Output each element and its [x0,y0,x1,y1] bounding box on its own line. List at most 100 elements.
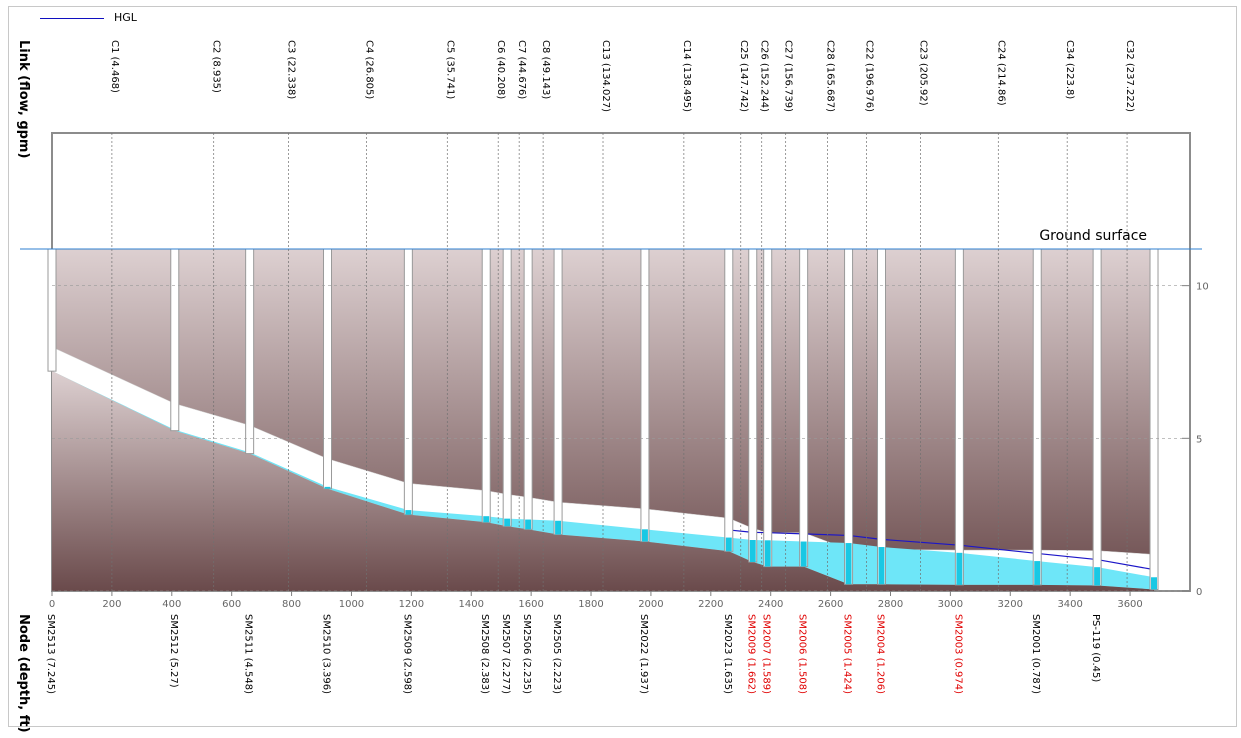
manhole [748,248,758,563]
manhole-water [749,540,756,562]
link-label: C8 (49.143) [540,40,551,99]
x-tick-label: 2400 [758,599,783,610]
link-label: C26 (152.244) [759,40,770,112]
node-label: SM2513 (7.245) [45,614,56,694]
manhole-water [1034,561,1041,585]
x-tick-label: 0 [49,599,55,610]
manhole-water [800,541,807,567]
manhole [1032,248,1042,586]
manhole-water [1094,567,1101,586]
node-label: SM2001 (0.787) [1030,614,1041,694]
manhole [1149,248,1159,590]
link-label: C22 (196.976) [864,40,875,112]
node-label: SM2023 (1.635) [722,614,733,694]
manhole [640,248,650,543]
manhole-water [764,540,771,567]
node-label: SM2509 (2.598) [401,614,412,694]
node-label: SM2003 (0.974) [952,614,963,694]
x-tick-label: 1800 [578,599,603,610]
manhole-water [1151,577,1158,590]
x-tick-label: 1000 [339,599,364,610]
manhole [481,248,491,523]
y-tick-label: 0 [1196,587,1202,598]
hgl-line [728,529,1155,571]
x-tick-label: 400 [162,599,181,610]
x-tick-label: 2000 [638,599,663,610]
manhole [502,248,512,527]
link-label: C27 (156.739) [783,40,794,112]
manhole [47,248,57,372]
link-label: C13 (134.027) [600,40,611,112]
node-label: SM2507 (2.277) [500,614,511,694]
link-label: C34 (223.8) [1064,40,1075,99]
x-tick-label: 1200 [399,599,424,610]
link-label: C1 (4.468) [109,40,120,93]
manhole [799,248,809,568]
node-label: SM2510 (3.396) [321,614,332,694]
link-axis-title: Link (flow, gpm) [16,40,31,158]
link-label: C7 (44.676) [516,40,527,99]
manhole [877,248,887,585]
manhole-water [525,519,532,530]
manhole [523,248,533,530]
hgl-legend-label: HGL [114,11,137,24]
manhole [763,248,773,568]
manhole [170,248,180,432]
link-label: C32 (237.222) [1124,40,1135,112]
x-tick-label: 1400 [459,599,484,610]
node-label: PS-119 (0.45) [1090,614,1101,682]
x-tick-label: 3200 [998,599,1023,610]
manhole-water [845,543,852,585]
manhole-water [641,529,648,542]
node-label: SM2022 (1.937) [638,614,649,694]
manhole [553,248,563,536]
y-tick-label: 10 [1196,282,1209,293]
x-tick-label: 2200 [698,599,723,610]
x-tick-label: 800 [282,599,301,610]
node-axis-title: Node (depth, ft) [16,614,31,733]
node-label: SM2505 (2.223) [551,614,562,694]
link-label: C25 (147.742) [738,40,749,112]
link-label: C24 (214.86) [995,40,1006,106]
link-label: C5 (35.741) [444,40,455,99]
x-tick-label: 600 [222,599,241,610]
y-tick-label: 5 [1196,434,1202,445]
manhole [323,248,333,490]
ground-surface-label: Ground surface [1039,228,1147,244]
manhole-water [483,516,490,523]
node-label: SM2508 (2.383) [479,614,490,694]
ground-below-invert [52,371,1155,591]
x-tick-label: 3400 [1057,599,1082,610]
node-label: SM2512 (5.27) [168,614,179,688]
link-label: C14 (138.495) [681,40,692,112]
manhole-water [956,552,963,585]
node-label: SM2006 (1.508) [797,614,808,694]
manhole-water [555,520,562,535]
manhole-water [878,547,885,585]
node-label: SM2511 (4.548) [243,614,254,694]
link-label: C4 (26.805) [363,40,374,99]
manhole [403,248,413,516]
x-tick-label: 1600 [518,599,543,610]
link-label: C6 (40.208) [495,40,506,99]
node-label: SM2009 (1.662) [746,614,757,694]
x-tick-label: 2800 [878,599,903,610]
link-label: C2 (8.935) [211,40,222,93]
x-tick-label: 3600 [1117,599,1142,610]
manhole [954,248,964,586]
node-label: SM2007 (1.589) [761,614,772,694]
x-tick-label: 2600 [818,599,843,610]
manhole [844,248,854,585]
manhole-water [725,537,732,552]
manhole-water [405,510,412,515]
node-label: SM2004 (1.206) [875,614,886,694]
link-label: C28 (165.687) [825,40,836,112]
link-label: C3 (22.338) [286,40,297,99]
manhole-water [324,486,331,489]
node-label: SM2506 (2.235) [521,614,532,694]
node-label: SM2005 (1.424) [842,614,853,694]
link-label: C23 (205.92) [917,40,928,106]
x-tick-label: 3000 [938,599,963,610]
